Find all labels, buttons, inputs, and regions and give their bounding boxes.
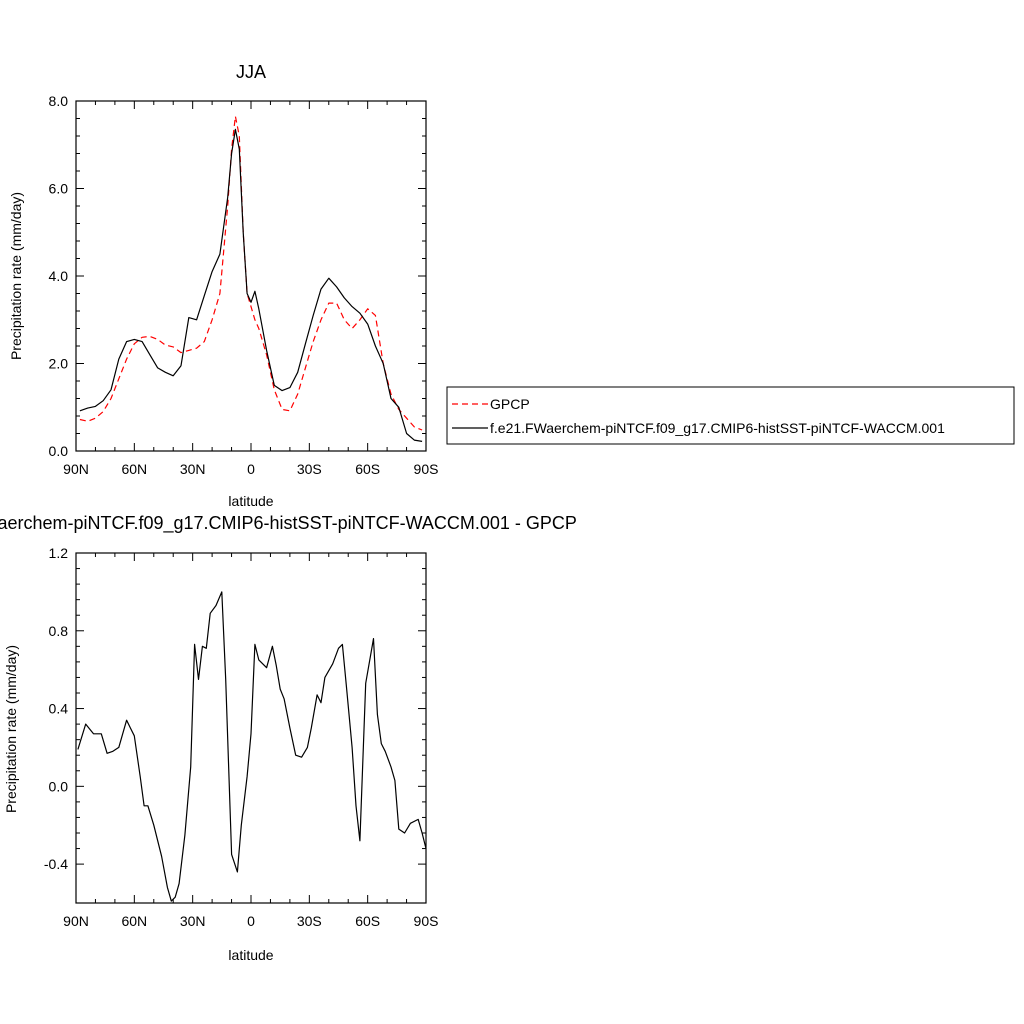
panel-top-ytick-label: 2.0 xyxy=(49,356,69,372)
panel-bottom-xtick-label: 90N xyxy=(63,913,89,929)
legend-label-model: f.e21.FWaerchem-piNTCF.f09_g17.CMIP6-his… xyxy=(490,420,945,436)
panel-bottom-xtick-label: 0 xyxy=(247,913,255,929)
panel-top-series xyxy=(79,115,423,442)
legend-box xyxy=(446,386,1015,445)
panel-bottom-ylabel: Precipitation rate (mm/day) xyxy=(3,645,19,813)
panel-bottom-ytick-label: 0.4 xyxy=(49,701,69,717)
panel-bottom-xtick-label: 30N xyxy=(180,913,206,929)
panel-top-ylabel: Precipitation rate (mm/day) xyxy=(8,192,24,360)
panel-bottom-title: f.e21.FWaerchem-piNTCF.f09_g17.CMIP6-his… xyxy=(0,513,577,534)
panel-bottom: f.e21.FWaerchem-piNTCF.f09_g17.CMIP6-his… xyxy=(0,513,577,963)
panel-top-ytick-label: 0.0 xyxy=(49,443,69,459)
panel-top-title: JJA xyxy=(236,62,266,82)
panel-top-xtick-label: 60N xyxy=(121,461,147,477)
panel-bottom-ytick-label: 0.8 xyxy=(49,623,69,639)
panel-bottom-xlabel: latitude xyxy=(228,947,273,963)
panel-top-xtick-label: 60S xyxy=(355,461,380,477)
panel-top-xlabel: latitude xyxy=(228,493,273,509)
panel-top-ticks: 90N 60N 30N 0 30S 60S 90S 0.0 2.0 4.0 6.0 8.0 xyxy=(49,93,439,477)
panel-top-series-line-0 xyxy=(79,115,423,431)
panel-top-xtick-label: 30N xyxy=(180,461,206,477)
panel-top: JJA 90N 60N 30N 0 30S 60S 90S 0.0 2.0 4.0 6.0 8.0 l… xyxy=(8,62,438,509)
panel-top-xtick-label: 90N xyxy=(63,461,89,477)
panel-bottom-ticks: 90N 60N 30N 0 30S 60S 90S -0.4 0.0 0.4 0.8 1.2 xyxy=(44,545,439,929)
legend-label-gpcp: GPCP xyxy=(490,396,530,412)
legend: GPCP f.e21.FWaerchem-piNTCF.f09_g17.CMIP… xyxy=(446,386,1015,445)
panel-top-ytick-label: 4.0 xyxy=(49,268,69,284)
panel-top-xtick-label: 90S xyxy=(414,461,439,477)
panel-top-series-line-1 xyxy=(79,128,423,442)
panel-bottom-series-line-0 xyxy=(77,591,427,902)
panel-bottom-xtick-label: 90S xyxy=(414,913,439,929)
panel-bottom-ytick-label: 0.0 xyxy=(49,778,69,794)
panel-top-ytick-label: 8.0 xyxy=(49,93,69,109)
panel-bottom-xtick-label: 30S xyxy=(297,913,322,929)
panel-bottom-series xyxy=(77,591,427,902)
panel-bottom-xtick-label: 60S xyxy=(355,913,380,929)
panel-bottom-ytick-label: -0.4 xyxy=(44,856,68,872)
panel-bottom-frame xyxy=(75,552,427,904)
panel-top-xtick-label: 30S xyxy=(297,461,322,477)
panel-bottom-ytick-label: 1.2 xyxy=(49,545,69,561)
panel-top-ytick-label: 6.0 xyxy=(49,181,69,197)
panel-bottom-xtick-label: 60N xyxy=(121,913,147,929)
panel-top-frame xyxy=(75,100,427,452)
panel-top-xtick-label: 0 xyxy=(247,461,255,477)
